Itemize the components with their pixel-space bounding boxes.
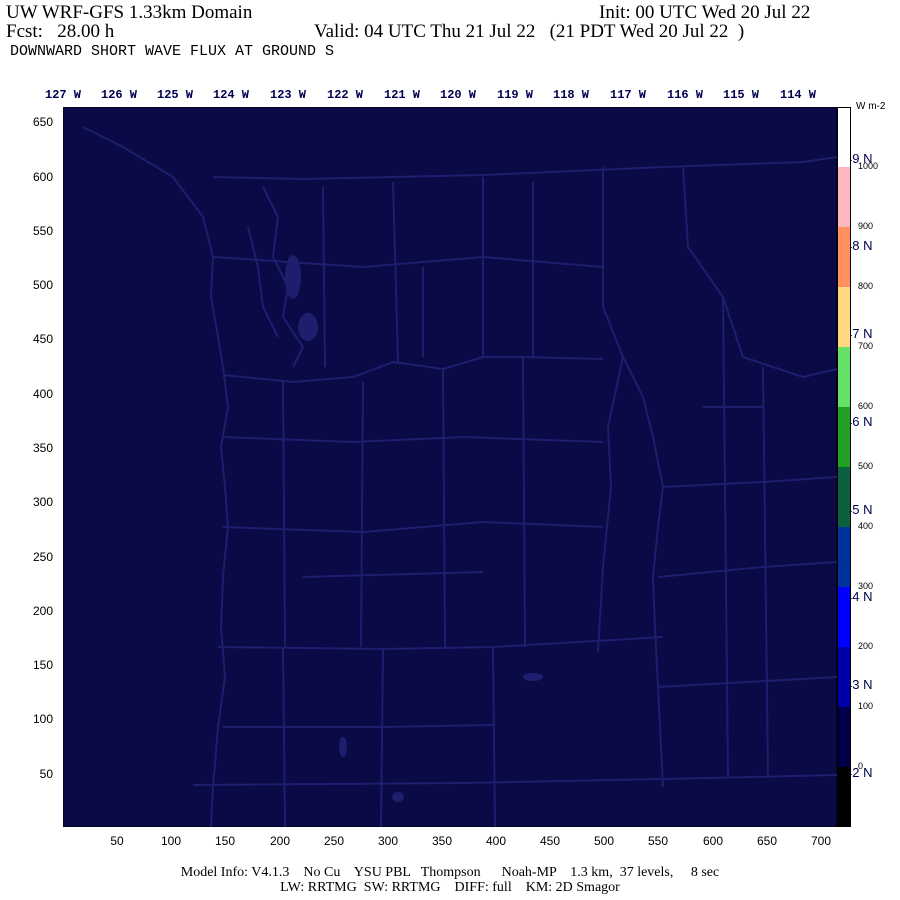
y-tick: 500 xyxy=(32,278,53,292)
x-tick: 300 xyxy=(377,834,399,848)
lon-label: 121 W xyxy=(384,88,421,102)
x-tick: 700 xyxy=(810,834,832,848)
y-tick: 400 xyxy=(32,387,53,401)
lat-label: 42 N xyxy=(845,765,873,780)
y-tick: 550 xyxy=(32,224,53,238)
lat-label: 49 N xyxy=(845,151,873,166)
southern-line xyxy=(192,774,837,786)
x-tick: 550 xyxy=(647,834,669,848)
y-tick: 600 xyxy=(32,170,53,184)
coastline xyxy=(82,126,229,827)
x-tick: 50 xyxy=(110,834,124,848)
y-tick: 450 xyxy=(32,332,53,346)
lake xyxy=(339,737,347,757)
colorbar-label: 1000 xyxy=(858,161,879,171)
x-tick: 450 xyxy=(539,834,561,848)
map-background xyxy=(63,107,837,827)
lakes xyxy=(285,255,543,802)
colorbar-segment xyxy=(838,347,850,407)
columbia-river xyxy=(222,356,604,383)
x-tick: 350 xyxy=(431,834,453,848)
colorbar-label: 600 xyxy=(858,401,874,411)
lake xyxy=(523,673,543,681)
map-boundaries xyxy=(82,126,837,827)
model-physics: LW: RRTMG SW: RRTMG DIFF: full KM: 2D Sm… xyxy=(280,880,620,895)
canada-border xyxy=(212,156,837,180)
hood-canal xyxy=(247,226,279,338)
colorbar-segment xyxy=(838,647,850,707)
lon-label: 127 W xyxy=(45,88,82,102)
lat-label: 43 N xyxy=(845,677,873,692)
y-tick: 250 xyxy=(32,550,53,564)
y-tick: 50 xyxy=(39,767,53,781)
colorbar xyxy=(837,107,851,827)
y-tick: 300 xyxy=(32,495,53,509)
colorbar-label: 0 xyxy=(858,761,864,771)
lon-label: 122 W xyxy=(327,88,364,102)
colorbar-label: 200 xyxy=(858,641,874,651)
colorbar-segment xyxy=(838,707,850,767)
colorbar-label: 900 xyxy=(858,221,874,231)
domain-title: UW WRF-GFS 1.33km Domain xyxy=(6,2,253,23)
x-tick: 200 xyxy=(269,834,291,848)
colorbar-segment xyxy=(838,287,850,347)
oregon-idaho-border xyxy=(597,356,624,653)
y-tick: 150 xyxy=(32,658,53,672)
lake xyxy=(298,313,318,341)
colorbar-label: 100 xyxy=(858,701,874,711)
lon-label: 125 W xyxy=(157,88,194,102)
colorbar-segment xyxy=(838,227,850,287)
lat-label: 47 N xyxy=(845,326,873,341)
lat-label: 48 N xyxy=(845,238,873,253)
colorbar-segment xyxy=(838,767,850,826)
y-tick: 100 xyxy=(32,712,53,726)
lat-label: 46 N xyxy=(845,414,873,429)
x-tick: 250 xyxy=(323,834,345,848)
model-info: Model Info: V4.1.3 No Cu YSU PBL Thompso… xyxy=(180,865,720,880)
lat-label: 44 N xyxy=(845,589,873,604)
lake xyxy=(392,792,404,802)
colorbar-units: W m-2 xyxy=(856,101,886,112)
colorbar-label: 800 xyxy=(858,281,874,291)
field-name: DOWNWARD SHORT WAVE FLUX AT GROUND S xyxy=(10,43,335,60)
x-tick: 500 xyxy=(593,834,615,848)
lon-label: 115 W xyxy=(723,88,760,102)
lat-label: 45 N xyxy=(845,502,873,517)
forecast-hour: Fcst: 28.00 h xyxy=(6,21,115,42)
colorbar-segment xyxy=(838,407,850,467)
lon-label: 118 W xyxy=(553,88,590,102)
colorbar-segment xyxy=(838,527,850,587)
colorbar-label: 400 xyxy=(858,521,874,531)
valid-time: Valid: 04 UTC Thu 21 Jul 22 (21 PDT Wed … xyxy=(314,21,745,42)
lon-label: 114 W xyxy=(780,88,817,102)
lon-label: 126 W xyxy=(101,88,138,102)
x-tick: 400 xyxy=(485,834,507,848)
map-plot xyxy=(63,107,837,827)
x-tick: 650 xyxy=(756,834,778,848)
x-tick: 100 xyxy=(160,834,182,848)
montana-border xyxy=(682,166,837,378)
colorbar-segment xyxy=(838,467,850,527)
x-tick: 150 xyxy=(214,834,236,848)
colorbar-segment xyxy=(838,587,850,647)
init-time: Init: 00 UTC Wed 20 Jul 22 xyxy=(599,2,811,23)
lake xyxy=(285,255,301,299)
lon-label: 120 W xyxy=(440,88,477,102)
y-tick: 350 xyxy=(32,441,53,455)
lon-label: 123 W xyxy=(270,88,307,102)
lon-label: 119 W xyxy=(497,88,534,102)
colorbar-label: 500 xyxy=(858,461,874,471)
lon-label: 116 W xyxy=(667,88,704,102)
lon-label: 124 W xyxy=(213,88,250,102)
x-tick: 600 xyxy=(702,834,724,848)
lon-label: 117 W xyxy=(610,88,647,102)
colorbar-label: 300 xyxy=(858,581,874,591)
colorbar-label: 700 xyxy=(858,341,874,351)
colorbar-segment xyxy=(838,167,850,227)
colorbar-segment xyxy=(838,108,850,167)
y-tick: 200 xyxy=(32,604,53,618)
oregon-south-border xyxy=(217,636,664,650)
y-tick: 650 xyxy=(32,115,53,129)
